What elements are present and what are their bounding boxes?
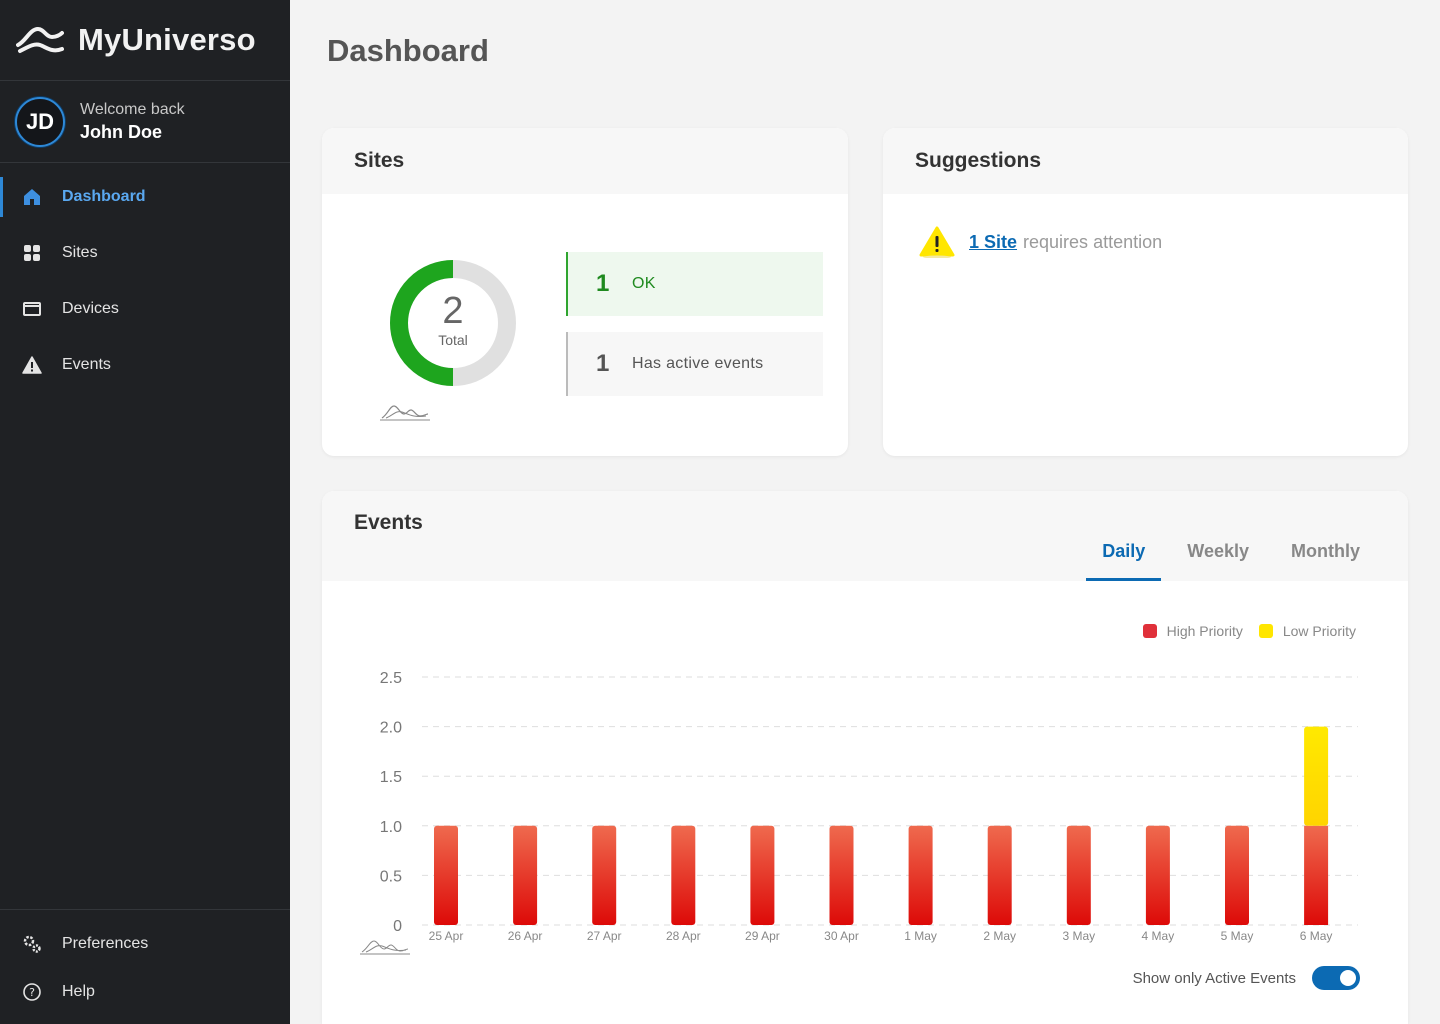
x-tick-label: 25 Apr bbox=[429, 929, 464, 943]
app-logo-icon bbox=[16, 26, 64, 53]
legend-label-high: High Priority bbox=[1166, 623, 1243, 639]
ok-count: 1 bbox=[596, 270, 610, 297]
nav-item-devices[interactable]: Devices bbox=[0, 281, 290, 337]
bottom-nav: Preferences ? Help bbox=[0, 909, 290, 1024]
x-tick-label: 1 May bbox=[904, 929, 937, 943]
x-tick-label: 26 Apr bbox=[508, 929, 543, 943]
sites-card: Sites 2 Total 1 OK 1 Has active events bbox=[322, 128, 848, 456]
user-name: John Doe bbox=[80, 121, 163, 142]
bar-low-priority[interactable] bbox=[1304, 726, 1329, 826]
x-tick-label: 29 Apr bbox=[745, 929, 780, 943]
svg-text:?: ? bbox=[29, 986, 35, 999]
active-count: 1 bbox=[596, 350, 610, 377]
suggestion-site-link[interactable]: 1 Site bbox=[969, 231, 1018, 252]
bar-high-priority[interactable] bbox=[908, 825, 933, 925]
active-events-toggle[interactable] bbox=[1312, 966, 1360, 990]
nav-item-preferences[interactable]: Preferences bbox=[0, 920, 290, 968]
x-tick-label: 28 Apr bbox=[666, 929, 701, 943]
x-tick-label: 2 May bbox=[983, 929, 1016, 943]
y-tick-label: 2.0 bbox=[380, 720, 402, 737]
y-tick-label: 0 bbox=[393, 918, 402, 935]
x-tick-label: 30 Apr bbox=[824, 929, 859, 943]
ok-label: OK bbox=[632, 275, 656, 292]
bar-high-priority[interactable] bbox=[513, 825, 538, 925]
bar-high-priority[interactable] bbox=[1066, 825, 1091, 925]
x-tick-label: 3 May bbox=[1062, 929, 1095, 943]
x-tick-label: 4 May bbox=[1142, 929, 1175, 943]
nav-item-help[interactable]: ? Help bbox=[0, 968, 290, 1016]
page-title: Dashboard bbox=[327, 33, 489, 68]
toggle-label: Show only Active Events bbox=[1132, 969, 1296, 987]
tab-monthly[interactable]: Monthly bbox=[1291, 541, 1360, 561]
nav-label: Devices bbox=[62, 300, 119, 317]
events-card: Events Daily Weekly Monthly High Priorit… bbox=[322, 491, 1408, 1024]
y-tick-label: 1.5 bbox=[380, 769, 402, 786]
avatar[interactable]: JD bbox=[15, 96, 65, 147]
y-tick-label: 1.0 bbox=[380, 819, 402, 836]
legend-item-high[interactable]: High Priority bbox=[1142, 623, 1243, 639]
sidebar: MyUniverso JD Welcome back John Doe Dash… bbox=[0, 0, 290, 1024]
bar-high-priority[interactable] bbox=[434, 825, 458, 925]
home-icon bbox=[22, 187, 42, 207]
sites-active-events-stat[interactable]: 1 Has active events bbox=[566, 332, 823, 396]
tab-weekly[interactable]: Weekly bbox=[1187, 541, 1249, 561]
nav-label: Preferences bbox=[62, 935, 149, 952]
period-tabs: Daily Weekly Monthly bbox=[1076, 527, 1376, 581]
sites-donut-chart bbox=[390, 260, 516, 386]
watermark-logo-icon bbox=[380, 405, 430, 421]
nav-label: Dashboard bbox=[62, 188, 146, 205]
x-tick-label: 5 May bbox=[1221, 929, 1254, 943]
sites-ok-stat[interactable]: 1 OK bbox=[566, 252, 823, 316]
gears-icon bbox=[22, 934, 42, 954]
active-events-toggle-row: Show only Active Events bbox=[1133, 966, 1360, 990]
nav-label: Events bbox=[62, 356, 111, 373]
warning-icon bbox=[919, 226, 955, 258]
help-icon: ? bbox=[22, 982, 42, 1002]
bar-high-priority[interactable] bbox=[1145, 825, 1170, 925]
toggle-knob bbox=[1340, 970, 1356, 986]
app-name: MyUniverso bbox=[78, 22, 256, 57]
watermark-logo-icon bbox=[360, 940, 410, 955]
sites-total: 2 bbox=[442, 290, 464, 332]
legend-swatch-low bbox=[1258, 624, 1273, 638]
grid-icon bbox=[22, 243, 42, 263]
nav-item-events[interactable]: Events bbox=[0, 337, 290, 393]
sites-title: Sites bbox=[354, 149, 405, 172]
legend-swatch-high bbox=[1142, 624, 1157, 638]
welcome-text: Welcome back bbox=[80, 100, 185, 118]
donut-ok-segment bbox=[390, 260, 454, 386]
main-nav: Dashboard Sites Devices Events bbox=[0, 169, 290, 393]
y-tick-label: 0.5 bbox=[380, 868, 402, 885]
nav-item-dashboard[interactable]: Dashboard bbox=[0, 169, 290, 225]
suggestions-card: Suggestions 1 Site requires attention bbox=[883, 128, 1408, 456]
legend-item-low[interactable]: Low Priority bbox=[1258, 623, 1356, 639]
events-title: Events bbox=[354, 511, 423, 534]
x-tick-label: 6 May bbox=[1300, 929, 1333, 943]
chart-legend: High Priority Low Priority bbox=[1127, 623, 1356, 639]
tab-daily[interactable]: Daily bbox=[1086, 527, 1162, 581]
y-tick-label: 2.5 bbox=[380, 670, 402, 687]
device-icon bbox=[22, 299, 42, 319]
bar-high-priority[interactable] bbox=[1225, 825, 1249, 925]
active-label: Has active events bbox=[632, 355, 764, 372]
x-tick-label: 27 Apr bbox=[587, 929, 622, 943]
bar-high-priority[interactable] bbox=[671, 825, 696, 925]
nav-item-sites[interactable]: Sites bbox=[0, 225, 290, 281]
suggestion-item: 1 Site requires attention bbox=[919, 226, 1162, 258]
bar-high-priority[interactable] bbox=[987, 825, 1012, 925]
user-panel: JD Welcome back John Doe bbox=[0, 81, 290, 163]
suggestion-text: requires attention bbox=[1023, 231, 1163, 252]
sites-total-label: Total bbox=[438, 332, 468, 348]
brand[interactable]: MyUniverso bbox=[0, 0, 290, 81]
bar-high-priority[interactable] bbox=[592, 825, 617, 925]
bar-high-priority[interactable] bbox=[1304, 825, 1329, 925]
warning-icon bbox=[22, 355, 42, 375]
nav-label: Sites bbox=[62, 244, 98, 261]
bar-high-priority[interactable] bbox=[750, 825, 775, 925]
legend-label-low: Low Priority bbox=[1282, 623, 1356, 639]
bar-high-priority[interactable] bbox=[829, 825, 854, 925]
suggestions-title: Suggestions bbox=[915, 149, 1042, 172]
nav-label: Help bbox=[62, 983, 95, 1000]
events-bar-chart: 0 0.5 1.0 1.5 2.0 2.5 25 Apr 26 Apr 27 Apr 28 Ap… bbox=[360, 670, 1358, 955]
